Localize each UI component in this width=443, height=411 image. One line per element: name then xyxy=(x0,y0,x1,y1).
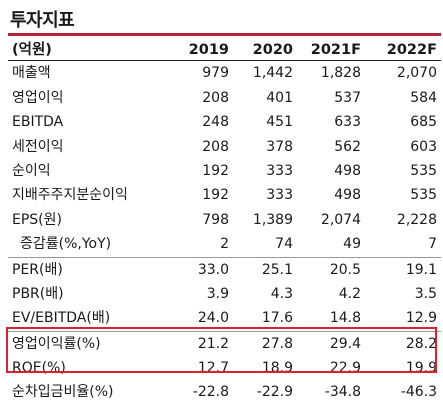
cell-value: 2,070 xyxy=(396,65,437,82)
cell-value: 1,828 xyxy=(320,65,361,82)
row-label: 세전이익 xyxy=(12,138,64,155)
cell-value: 401 xyxy=(266,89,293,106)
cell-value: 7 xyxy=(428,236,437,253)
row-label: EBITDA xyxy=(12,114,64,131)
cell-value: 25.1 xyxy=(261,261,293,278)
highlight-box xyxy=(6,327,437,373)
cell-value: 2,074 xyxy=(320,211,361,228)
title-underline xyxy=(8,33,441,36)
cell-value: -22.8 xyxy=(192,384,229,401)
table-row: 영업이익률(%) 21.2 27.8 29.4 28.2 xyxy=(8,330,441,356)
cell-value: 192 xyxy=(202,162,229,179)
cell-value: 4.2 xyxy=(338,285,361,302)
table-row: EPS(원) 798 1,389 2,074 2,228 xyxy=(8,208,441,232)
table-row: EV/EBITDA(배) 24.0 17.6 14.8 12.9 xyxy=(8,306,441,330)
table-row: 증감률(%,YoY) 2 74 49 7 xyxy=(8,232,441,256)
cell-value: -22.9 xyxy=(256,384,293,401)
cell-value: 49 xyxy=(343,236,361,253)
cell-value: 248 xyxy=(202,114,229,131)
cell-value: 562 xyxy=(334,138,361,155)
cell-value: 27.8 xyxy=(261,335,293,352)
table-header: (억원) 2019 2020 2021F 2022F xyxy=(8,36,441,62)
cell-value: 2 xyxy=(220,236,229,253)
cell-value: 28.2 xyxy=(405,335,437,352)
cell-value: 19.1 xyxy=(405,261,437,278)
cell-value: 74 xyxy=(275,236,293,253)
cell-value: 208 xyxy=(202,138,229,155)
unit-label: (억원) xyxy=(12,42,52,58)
row-label: 영업이익률(%) xyxy=(12,335,101,352)
row-label: 영업이익 xyxy=(12,89,64,106)
cell-value: 537 xyxy=(334,89,361,106)
investment-indicators-table: (억원) 2019 2020 2021F 2022F 매출액 979 1,442… xyxy=(8,36,441,405)
cell-value: 192 xyxy=(202,187,229,204)
cell-value: 24.0 xyxy=(197,310,229,327)
cell-value: 2,228 xyxy=(396,211,437,228)
cell-value: 584 xyxy=(410,89,437,106)
row-label: PBR(배) xyxy=(12,285,64,302)
cell-value: 208 xyxy=(202,89,229,106)
year-header: 2021F xyxy=(310,42,361,58)
table-row: EBITDA 248 451 633 685 xyxy=(8,110,441,134)
cell-value: 1,442 xyxy=(252,65,293,82)
cell-value: 33.0 xyxy=(197,261,229,278)
year-header: 2019 xyxy=(188,42,229,58)
cell-value: -46.3 xyxy=(400,384,437,401)
row-label: 매출액 xyxy=(12,65,51,82)
cell-value: 3.9 xyxy=(206,285,229,302)
cell-value: 21.2 xyxy=(197,335,229,352)
year-header: 2020 xyxy=(252,42,293,58)
cell-value: 798 xyxy=(202,211,229,228)
table-row: 지배주주지분순이익 192 333 498 535 xyxy=(8,183,441,207)
year-header: 2022F xyxy=(386,42,437,58)
row-label: 지배주주지분순이익 xyxy=(12,187,128,204)
cell-value: 685 xyxy=(410,114,437,131)
cell-value: 1,389 xyxy=(252,211,293,228)
cell-value: -34.8 xyxy=(324,384,361,401)
cell-value: 979 xyxy=(202,65,229,82)
table-row: 영업이익 208 401 537 584 xyxy=(8,86,441,110)
cell-value: 17.6 xyxy=(261,310,293,327)
row-label: 순차입금비율(%) xyxy=(12,384,114,401)
cell-value: 498 xyxy=(334,162,361,179)
cell-value: 333 xyxy=(266,162,293,179)
cell-value: 603 xyxy=(410,138,437,155)
row-label: 순이익 xyxy=(12,162,51,179)
cell-value: 378 xyxy=(266,138,293,155)
cell-value: 451 xyxy=(266,114,293,131)
cell-value: 4.3 xyxy=(270,285,293,302)
row-label: EV/EBITDA(배) xyxy=(12,310,111,327)
cell-value: 14.8 xyxy=(329,310,361,327)
cell-value: 20.5 xyxy=(329,261,361,278)
page-title: 투자지표 xyxy=(10,10,75,31)
row-label: 증감률(%,YoY) xyxy=(20,236,112,253)
cell-value: 633 xyxy=(334,114,361,131)
cell-value: 29.4 xyxy=(329,335,361,352)
cell-value: 498 xyxy=(334,187,361,204)
table-row: 순차입금비율(%) -22.8 -22.9 -34.8 -46.3 xyxy=(8,380,441,404)
table-row: PBR(배) 3.9 4.3 4.2 3.5 xyxy=(8,282,441,306)
table-row: PER(배) 33.0 25.1 20.5 19.1 xyxy=(8,256,441,282)
row-label: PER(배) xyxy=(12,261,63,278)
cell-value: 333 xyxy=(266,187,293,204)
cell-value: 12.9 xyxy=(405,310,437,327)
cell-value: 3.5 xyxy=(414,285,437,302)
table-row: 순이익 192 333 498 535 xyxy=(8,159,441,183)
table-row: 매출액 979 1,442 1,828 2,070 xyxy=(8,61,441,85)
cell-value: 535 xyxy=(410,187,437,204)
row-label: EPS(원) xyxy=(12,211,62,228)
cell-value: 535 xyxy=(410,162,437,179)
table-row: 세전이익 208 378 562 603 xyxy=(8,135,441,159)
